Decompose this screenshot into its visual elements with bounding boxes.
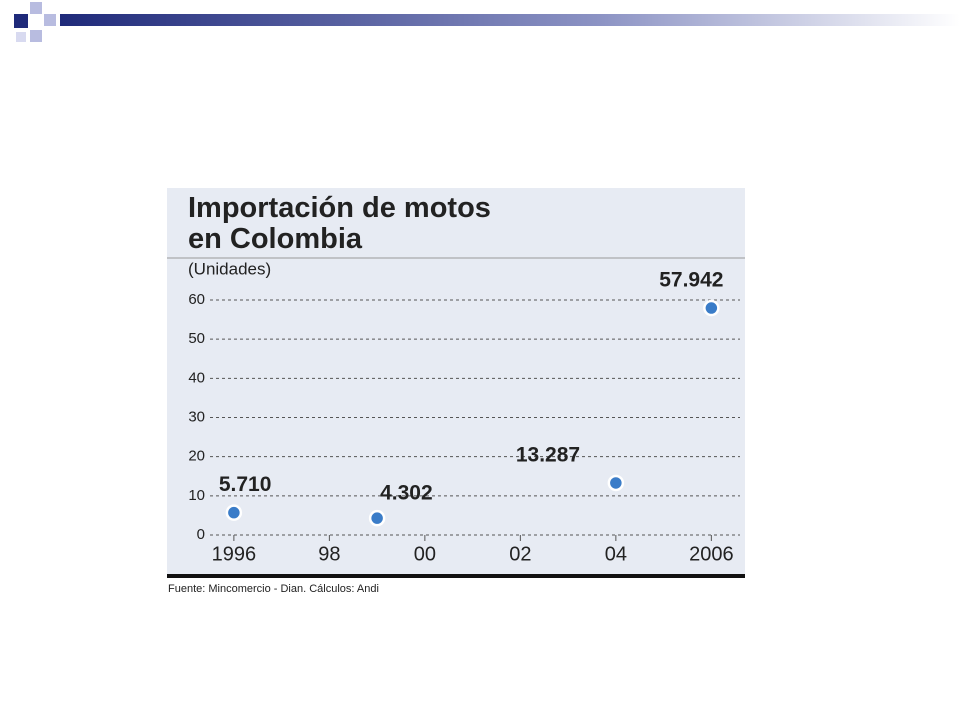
x-tick-label: 04 <box>605 543 627 565</box>
chart-background <box>167 188 745 575</box>
x-tick-label: 98 <box>318 543 340 565</box>
y-tick-label: 50 <box>188 330 205 347</box>
data-point <box>225 504 243 521</box>
x-tick-label: 02 <box>509 543 531 565</box>
x-tick-label: 1996 <box>212 543 257 565</box>
y-tick-label: 0 <box>197 526 205 543</box>
data-label: 4.302 <box>380 482 433 505</box>
chart-title: Importación de motos en Colombia <box>188 192 491 255</box>
data-point <box>703 299 720 317</box>
y-tick-label: 10 <box>188 487 205 504</box>
x-tick-label: 2006 <box>689 543 734 565</box>
data-point <box>368 509 386 527</box>
data-point <box>607 474 625 492</box>
data-label: 5.710 <box>219 473 272 496</box>
x-tick-label: 00 <box>414 543 436 565</box>
data-label: 57.942 <box>659 269 723 292</box>
y-tick-label: 20 <box>188 448 205 465</box>
y-tick-label: 30 <box>188 408 205 425</box>
chart-subtitle: (Unidades) <box>188 259 271 278</box>
chart-source: Fuente: Mincomercio - Dian. Cálculos: An… <box>168 583 379 595</box>
data-label: 13.287 <box>516 444 580 467</box>
slide-decoration <box>14 2 960 42</box>
y-tick-label: 40 <box>188 369 205 386</box>
y-tick-label: 60 <box>188 291 205 308</box>
